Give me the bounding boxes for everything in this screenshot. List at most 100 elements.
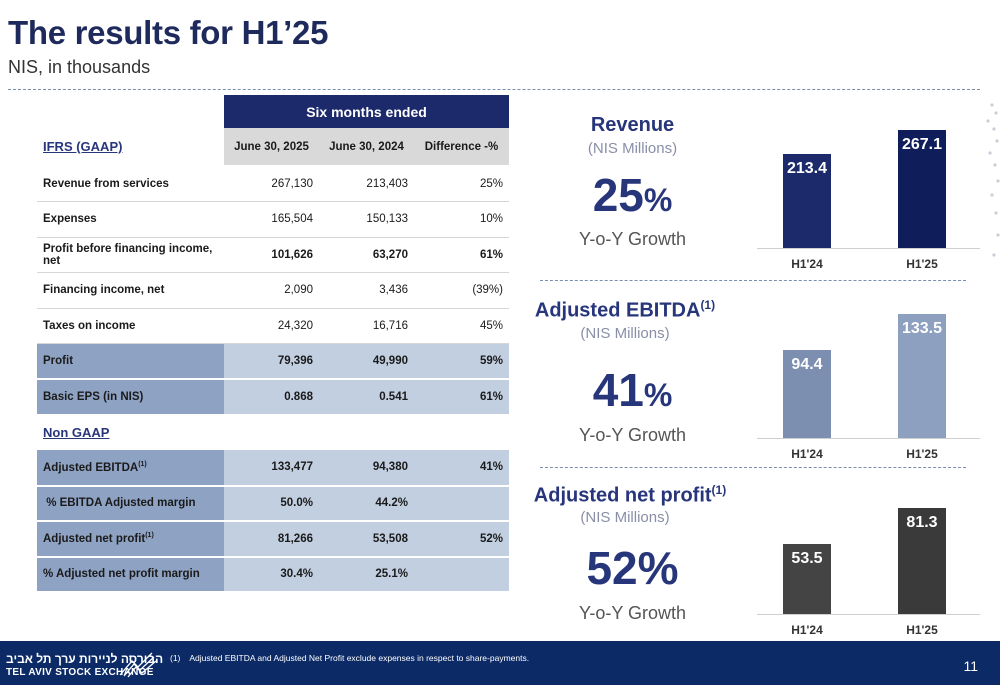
metric-unit: (NIS Millions) xyxy=(580,509,670,526)
page-number: 11 xyxy=(963,658,978,674)
metric-growth-label: Y-o-Y Growth xyxy=(578,229,687,249)
row-label: Expenses xyxy=(37,201,224,238)
chart-bar xyxy=(898,130,946,248)
x-tick-label: H1'24 xyxy=(791,447,823,461)
section-divider xyxy=(540,280,966,281)
cell-value: 0.541 xyxy=(319,379,414,416)
chart-bar xyxy=(898,314,946,438)
logo-hebrew: הבורסה לניירות ערך תל אביב xyxy=(6,652,164,666)
chart-baseline xyxy=(757,614,980,615)
bar-value-label: 81.3 xyxy=(906,514,938,531)
metric-growth: 52% xyxy=(586,542,679,594)
row-label: Taxes on income xyxy=(37,308,224,344)
x-tick-label: H1'25 xyxy=(906,447,938,461)
row-label: Profit before financing income, net xyxy=(37,237,224,273)
bar-value-label: 267.1 xyxy=(901,136,943,153)
column-header: June 30, 2024 xyxy=(319,128,414,167)
cell-value: 45% xyxy=(414,308,509,344)
cell-value: 25% xyxy=(414,166,509,202)
x-tick-label: H1'24 xyxy=(791,623,823,637)
table-row: Non GAAP xyxy=(37,415,509,451)
metric-growth-label: Y-o-Y Growth xyxy=(578,603,687,623)
cell-value xyxy=(414,556,509,593)
cell-value: 52% xyxy=(414,521,509,558)
x-tick-label: H1'25 xyxy=(906,257,938,271)
table-row: Financing income, net 2,090 3,436 (39%) xyxy=(37,272,509,309)
table-row: Adjusted net profit(1) 81,266 53,508 52% xyxy=(37,521,509,558)
metric-title: Adjusted EBITDA(1) xyxy=(534,298,716,322)
metric-unit: (NIS Millions) xyxy=(580,325,670,342)
cell-value: 49,990 xyxy=(319,343,414,380)
cell-value: 16,716 xyxy=(319,308,414,344)
metric-growth: 25% xyxy=(592,169,673,221)
row-label: Revenue from services xyxy=(37,166,224,202)
cell-value: 133,477 xyxy=(224,450,319,487)
row-label: Adjusted EBITDA(1) xyxy=(37,450,224,487)
metric-unit: (NIS Millions) xyxy=(587,140,678,157)
cell-value: 81,266 xyxy=(224,521,319,558)
cell-value: 61% xyxy=(414,237,509,273)
footnote: (1) Adjusted EBITDA and Adjusted Net Pro… xyxy=(170,653,530,663)
six-months-header: Six months ended xyxy=(224,95,509,128)
cell-value: 63,270 xyxy=(319,237,414,273)
cell-value: 101,626 xyxy=(224,237,319,273)
financial-results-table: Six months ended IFRS (GAAP) June 30, 20… xyxy=(37,95,509,593)
table-row: Adjusted EBITDA(1) 133,477 94,380 41% xyxy=(37,450,509,487)
cell-value: 44.2% xyxy=(319,485,414,522)
chart-bar xyxy=(898,508,946,614)
cell-value xyxy=(414,485,509,522)
decorative-dots-icon xyxy=(986,103,1000,257)
cell-value: 30.4% xyxy=(224,556,319,593)
cell-value: 59% xyxy=(414,343,509,380)
chart-bar xyxy=(783,544,831,614)
metric-title: Revenue xyxy=(590,114,675,136)
bar-value-label: 213.4 xyxy=(786,160,828,177)
cell-value: 10% xyxy=(414,201,509,238)
footer-bar: הבורסה לניירות ערך תל אביב TEL AVIV STOC… xyxy=(0,641,1000,685)
table-row: Expenses 165,504 150,133 10% xyxy=(37,201,509,238)
cell-value: 2,090 xyxy=(224,272,319,309)
cell-value: 50.0% xyxy=(224,485,319,522)
section-gaap: IFRS (GAAP) xyxy=(43,139,123,154)
metric-title: Adjusted net profit(1) xyxy=(533,483,727,507)
section-divider xyxy=(540,467,966,468)
logo-english: TEL AVIV STOCK EXCHANGE xyxy=(6,667,154,678)
cell-value: 3,436 xyxy=(319,272,414,309)
header-divider xyxy=(8,89,980,90)
chart-bar xyxy=(783,350,831,438)
column-header: June 30, 2025 xyxy=(224,128,319,167)
cell-value: 53,508 xyxy=(319,521,414,558)
table-row: Revenue from services 267,130 213,403 25… xyxy=(37,166,509,202)
row-label: Financing income, net xyxy=(37,272,224,309)
bar-value-label: 53.5 xyxy=(791,550,823,567)
cell-value: (39%) xyxy=(414,272,509,309)
metric-growth-label: Y-o-Y Growth xyxy=(578,425,687,445)
chart-bar xyxy=(783,154,831,248)
section-non-gaap: Non GAAP xyxy=(43,425,110,441)
row-label: Profit xyxy=(37,343,224,380)
tase-logo-icon xyxy=(119,652,157,678)
table-row: Profit before financing income, net 101,… xyxy=(37,237,509,273)
table-row: Taxes on income 24,320 16,716 45% xyxy=(37,308,509,344)
column-header: Difference -% xyxy=(414,128,509,167)
page-title: The results for H1’25 xyxy=(8,14,329,51)
metric-growth: 41% xyxy=(592,364,673,416)
page-subtitle: NIS, in thousands xyxy=(8,57,151,77)
row-label: Basic EPS (in NIS) xyxy=(37,379,224,416)
cell-value: 25.1% xyxy=(319,556,414,593)
table-row: % Adjusted net profit margin 30.4% 25.1% xyxy=(37,556,509,593)
cell-value: 213,403 xyxy=(319,166,414,202)
x-tick-label: H1'24 xyxy=(791,257,823,271)
bar-value-label: 94.4 xyxy=(791,356,823,373)
cell-value: 0.868 xyxy=(224,379,319,416)
cell-value: 41% xyxy=(414,450,509,487)
cell-value: 61% xyxy=(414,379,509,416)
cell-value: 165,504 xyxy=(224,201,319,238)
chart-baseline xyxy=(757,438,980,439)
cell-value: 24,320 xyxy=(224,308,319,344)
table-row: Basic EPS (in NIS) 0.868 0.541 61% xyxy=(37,379,509,416)
table-row: Profit 79,396 49,990 59% xyxy=(37,343,509,380)
cell-value: 267,130 xyxy=(224,166,319,202)
row-label: % EBITDA Adjusted margin xyxy=(37,485,224,522)
row-label: Adjusted net profit(1) xyxy=(37,521,224,558)
